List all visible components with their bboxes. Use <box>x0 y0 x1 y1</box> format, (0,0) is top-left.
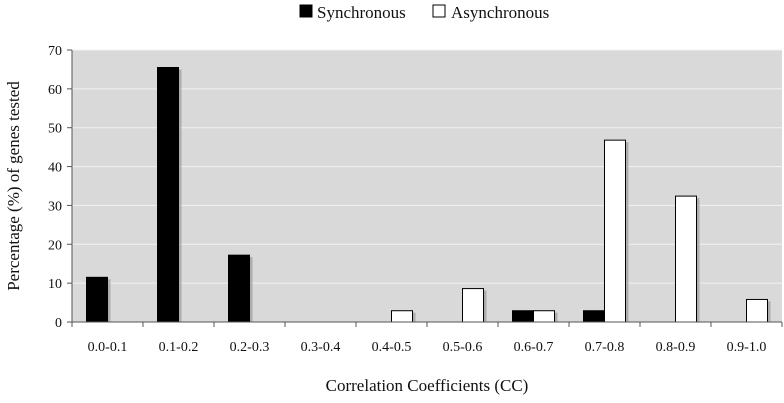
y-axis-title: Percentage (%) of genes tested <box>4 81 23 291</box>
bar-synchronous-0-1-0-2 <box>157 66 179 323</box>
bar-asynchronous-0-8-0-9 <box>675 195 697 323</box>
y-tick-label: 50 <box>48 122 62 137</box>
plot-area <box>72 50 782 322</box>
y-tick-label: 60 <box>48 83 62 98</box>
bar-asynchronous-0-6-0-7 <box>533 310 555 323</box>
y-tick-label: 20 <box>48 238 62 253</box>
y-tick-label: 70 <box>48 44 62 59</box>
x-tick-label: 0.9-1.0 <box>727 340 767 355</box>
x-tick-label: 0.2-0.3 <box>230 340 270 355</box>
x-tick-label: 0.0-0.1 <box>88 340 128 355</box>
bar-asynchronous-0-5-0-6 <box>462 288 484 323</box>
x-axis-ticks: 0.0-0.1 0.1-0.2 0.2-0.3 0.3-0.4 0.4-0.5 0.5-0… <box>71 322 783 355</box>
bar-synchronous-0-2-0-3 <box>228 254 250 323</box>
x-tick-label: 0.7-0.8 <box>585 340 625 355</box>
bar-synchronous-0-6-0-7 <box>512 310 534 323</box>
x-tick-label: 0.6-0.7 <box>514 340 554 355</box>
legend-label-asynchronous: Asynchronous <box>451 3 549 22</box>
bar-synchronous-0-0-0-1 <box>86 276 108 323</box>
y-axis-ticks: 0 10 20 30 40 50 60 70 <box>48 44 72 331</box>
x-axis-title: Correlation Coefficients (CC) <box>326 376 529 395</box>
y-tick-label: 40 <box>48 161 62 176</box>
bar-asynchronous-0-4-0-5 <box>391 310 413 323</box>
y-tick-label: 30 <box>48 199 62 214</box>
y-tick-label: 10 <box>48 277 62 292</box>
gridlines <box>72 49 782 284</box>
x-tick-label: 0.5-0.6 <box>443 340 483 355</box>
legend-swatch-synchronous <box>299 4 313 18</box>
legend-swatch-asynchronous <box>432 4 446 18</box>
y-tick-label: 0 <box>55 316 62 331</box>
bar-asynchronous-0-9-1-0 <box>746 298 768 323</box>
bar-synchronous-0-7-0-8 <box>583 310 605 323</box>
bars <box>86 66 771 323</box>
x-tick-label: 0.4-0.5 <box>372 340 412 355</box>
x-tick-label: 0.3-0.4 <box>301 340 341 355</box>
legend: Synchronous Asynchronous <box>299 3 549 22</box>
x-tick-label: 0.8-0.9 <box>656 340 696 355</box>
x-tick-label: 0.1-0.2 <box>159 340 199 355</box>
bar-asynchronous-0-7-0-8 <box>604 139 626 323</box>
legend-label-synchronous: Synchronous <box>317 3 406 22</box>
